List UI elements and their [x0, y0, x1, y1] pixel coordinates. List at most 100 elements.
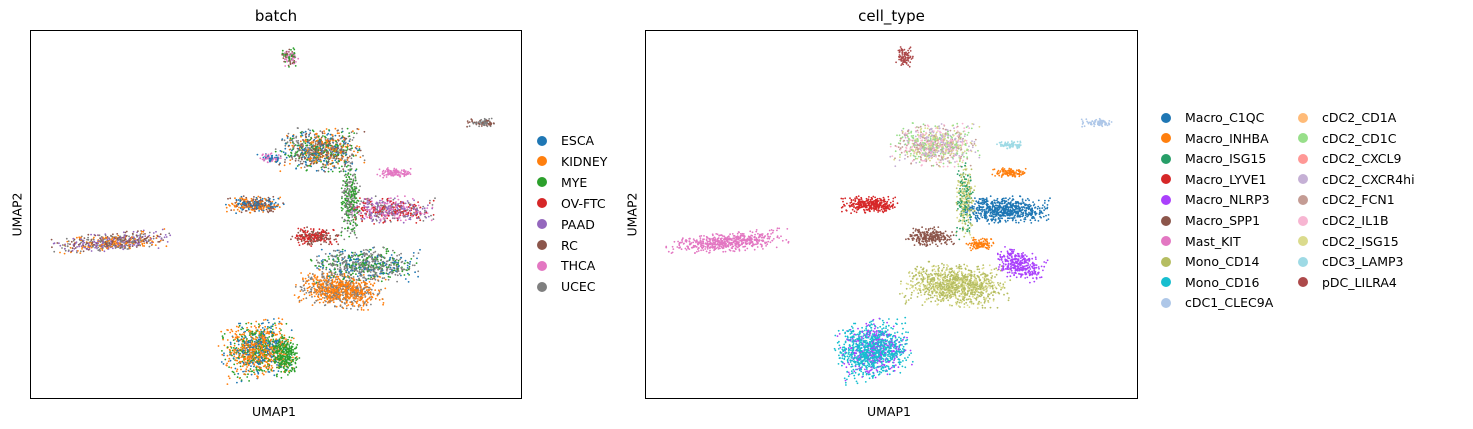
celltype-legend-item: cDC2_CD1C	[1298, 129, 1396, 149]
legend-label: Macro_NLRP3	[1185, 192, 1270, 208]
celltype-legend-item: pDC_LILRA4	[1298, 273, 1397, 293]
legend-marker-icon	[537, 260, 547, 271]
celltype-legend-item: Macro_C1QC	[1161, 108, 1264, 128]
legend-label: cDC2_ISG15	[1322, 233, 1399, 249]
batch-legend-item: OV-FTC	[537, 194, 606, 214]
ct-lamp3	[996, 140, 1022, 150]
celltype-legend-item: cDC1_CLEC9A	[1161, 293, 1273, 313]
legend-marker-icon	[1298, 153, 1308, 164]
legend-label: PAAD	[561, 216, 595, 232]
ct-spp1	[905, 226, 955, 248]
legend-label: Mono_CD16	[1185, 274, 1260, 290]
batch-legend-item: THCA	[537, 256, 595, 276]
legend-label: THCA	[561, 258, 596, 274]
legend-label: Macro_INHBA	[1185, 130, 1269, 146]
celltype-legend-item: cDC2_ISG15	[1298, 232, 1399, 252]
celltype-legend-item: cDC2_IL1B	[1298, 211, 1389, 231]
celltype-legend-item: Macro_SPP1	[1161, 211, 1260, 231]
legend-label: RC	[561, 237, 578, 253]
legend-marker-icon	[537, 281, 547, 292]
cluster-stream	[340, 159, 361, 241]
ct-stream	[955, 159, 976, 241]
batch-legend-item: KIDNEY	[537, 152, 607, 172]
legend-marker-icon	[1161, 174, 1171, 185]
ct-inhba2	[991, 167, 1027, 178]
legend-label: Macro_SPP1	[1185, 213, 1261, 228]
celltype-legend-item: Macro_LYVE1	[1161, 170, 1266, 190]
legend-label: ESCA	[561, 133, 595, 148]
legend-marker-icon	[1161, 256, 1171, 267]
cluster-mid-left	[225, 195, 285, 215]
legend-marker-icon	[1298, 236, 1308, 247]
ct-mid-left	[840, 195, 899, 215]
cluster-thca	[376, 167, 412, 179]
batch-x-axis-label: UMAP1	[252, 404, 296, 419]
legend-label: KIDNEY	[561, 153, 608, 169]
cluster-top	[281, 47, 300, 68]
legend-label: cDC2_CXCR4hi	[1322, 171, 1415, 187]
ct-right-mid	[959, 195, 1051, 225]
legend-label: cDC3_LAMP3	[1322, 254, 1404, 270]
legend-label: Mono_CD14	[1185, 254, 1260, 270]
cluster-gray	[309, 246, 421, 284]
cluster-left	[50, 228, 172, 255]
legend-label: pDC_LILRA4	[1322, 274, 1397, 290]
batch-plot-frame	[30, 30, 522, 399]
batch-plot-title: batch	[254, 7, 298, 25]
ct-left	[665, 227, 790, 255]
legend-label: cDC2_CD1C	[1322, 130, 1397, 146]
legend-marker-icon	[1161, 133, 1171, 144]
celltype-plot-frame	[645, 30, 1138, 399]
celltype-legend-item: cDC2_CXCL9	[1298, 149, 1401, 169]
legend-marker-icon	[1161, 236, 1171, 247]
batch-legend-item: UCEC	[537, 277, 596, 297]
batch-legend-item: RC	[537, 236, 578, 256]
legend-label: Macro_ISG15	[1185, 151, 1267, 167]
legend-label: Macro_C1QC	[1185, 110, 1265, 125]
legend-label: cDC1_CLEC9A	[1185, 295, 1274, 311]
legend-label: cDC2_CXCL9	[1322, 151, 1402, 167]
legend-label: MYE	[561, 174, 588, 190]
celltype-legend-item: cDC2_CXCR4hi	[1298, 170, 1415, 190]
cluster-thca2	[256, 152, 282, 164]
celltype-legend-item: Macro_ISG15	[1161, 149, 1266, 169]
celltype-plot-title: cell_type	[858, 7, 925, 25]
celltype-legend-item: Macro_INHBA	[1161, 129, 1269, 149]
ct-top	[895, 46, 914, 68]
ct-low	[899, 260, 1012, 309]
legend-marker-icon	[1161, 215, 1171, 226]
legend-marker-icon	[1161, 194, 1171, 205]
celltype-x-axis-label: UMAP1	[867, 404, 911, 419]
legend-label: Mast_KIT	[1185, 233, 1241, 249]
celltype-legend-item: Macro_NLRP3	[1161, 190, 1270, 210]
legend-marker-icon	[1298, 112, 1308, 123]
cluster-upper	[274, 127, 366, 173]
legend-marker-icon	[537, 156, 547, 167]
legend-label: cDC2_FCN1	[1322, 192, 1395, 208]
legend-marker-icon	[537, 198, 547, 209]
legend-marker-icon	[1161, 112, 1171, 123]
legend-marker-icon	[1298, 133, 1308, 144]
ct-inhba	[965, 236, 995, 252]
cluster-far-right	[466, 117, 495, 128]
legend-label: cDC2_CD1A	[1322, 110, 1397, 125]
ct-nlrp3	[996, 246, 1049, 284]
legend-marker-icon	[1161, 297, 1171, 308]
cluster-low	[293, 269, 387, 311]
legend-label: Macro_LYVE1	[1185, 171, 1267, 187]
cluster-bottom-green	[268, 334, 301, 379]
legend-marker-icon	[1298, 215, 1308, 226]
legend-marker-icon	[1298, 256, 1308, 267]
celltype-legend-item: Mono_CD16	[1161, 273, 1260, 293]
cluster-right-mid	[344, 195, 436, 225]
ct-bottom	[833, 316, 914, 386]
legend-marker-icon	[1298, 277, 1308, 288]
legend-marker-icon	[537, 135, 547, 146]
ct-clec9a	[1080, 117, 1113, 128]
legend-label: UCEC	[561, 279, 596, 295]
legend-marker-icon	[537, 240, 547, 250]
legend-marker-icon	[537, 219, 547, 230]
batch-legend-item: ESCA	[537, 131, 594, 151]
celltype-legend-item: cDC2_CD1A	[1298, 108, 1396, 128]
